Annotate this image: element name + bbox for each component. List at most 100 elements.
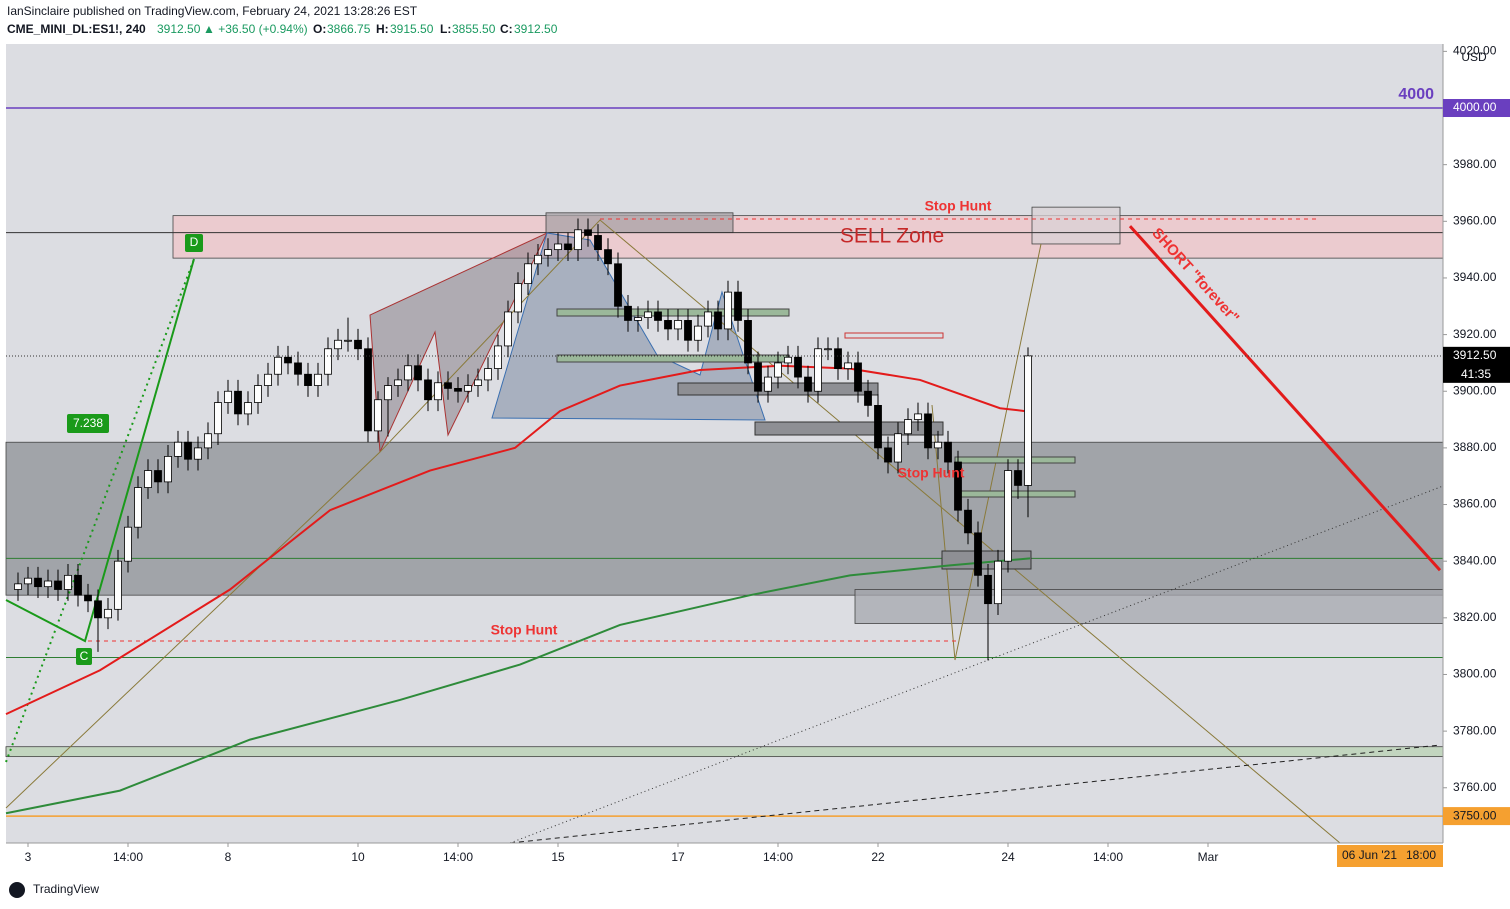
candle-body [594,235,602,251]
ohlc-value: 3855.50 [452,22,496,36]
candles [14,218,1032,661]
x-tick-label: 14:00 [763,850,793,864]
candle-body [74,574,82,596]
candle-body [954,461,962,511]
xabcd-leg [5,258,195,643]
ohlc-label: L: [440,22,451,36]
candle-body [444,382,452,389]
candle-body [584,229,592,236]
candle-body [304,373,312,386]
candle-body [404,365,412,381]
indicator-line [5,557,1031,815]
candle-body [274,356,282,375]
candle-body [474,379,482,386]
candle-body [464,385,472,392]
candle-body [644,311,652,319]
box [556,308,790,317]
candle-body [44,580,52,588]
candle-body [774,362,782,378]
time-label: 18:00 [1406,848,1436,862]
x-tick-label: 14:00 [1093,850,1123,864]
ohlc-label: H: [376,22,389,36]
candle-body [974,532,982,576]
candle-body [624,305,632,321]
candle-body [984,574,992,605]
candle-body [144,470,152,488]
label-box [185,234,203,252]
candle-body [244,402,252,415]
candle-body [314,373,322,386]
price-tag [1443,807,1510,826]
candle-body [184,441,192,460]
zone [5,441,1444,596]
candle-body [744,320,752,364]
box [954,456,1076,464]
last: 3912.50 [157,22,201,36]
zone [1031,206,1121,245]
x-tick-label: 24 [1001,850,1015,864]
candle-body [254,385,262,403]
candle-body [874,405,882,449]
candle-body [894,433,902,463]
candle-body [104,608,112,619]
candle-body [324,348,332,375]
indicator-line [1128,225,1442,572]
candle-body [784,356,792,364]
candle-body [914,413,922,420]
x-tick-label: 10 [351,850,365,864]
candle-body [764,376,772,392]
candle-body [934,441,942,449]
y-tick-label: 3980.00 [1453,157,1497,171]
candle-body [544,249,552,256]
candle-body [1014,470,1022,486]
candle-body [944,441,952,463]
candle-body [824,348,832,351]
candle-body [844,362,852,369]
candle-body [24,577,32,585]
x-tick-label: 14:00 [443,850,473,864]
change: ▲ +36.50 (+0.94%) [203,22,308,36]
horizontal-lines [6,107,1443,817]
zone [172,215,1444,259]
candle-body [564,243,572,251]
price-tag [1443,99,1510,118]
price-tag-label: 3750.00 [1453,808,1497,822]
candle-body [904,419,912,435]
candle-body [154,470,162,483]
ohlc-value: 3866.75 [327,22,371,36]
box [954,490,1076,498]
candle-body [224,390,232,403]
candle-body [484,368,492,381]
candle-body [834,348,842,369]
candle-body [604,249,612,265]
candle-body [194,447,202,460]
candle-body [734,291,742,321]
annotation: Stop Hunt [925,198,992,214]
candle-body [804,376,812,392]
candle-body [524,263,532,285]
candle-body [794,356,802,378]
annotation: 4000 [1398,86,1434,103]
zone [545,212,734,234]
last-price-label: 3912.50 [1453,348,1497,362]
candle-body [724,291,732,330]
candle-body [964,509,972,534]
candle-body [264,373,272,386]
annotation: 7.238 [73,416,103,430]
date-label: 06 Jun '21 [1342,848,1397,862]
candle-body [124,526,132,562]
candle-body [924,413,932,449]
candle-body [654,311,662,321]
candle-body [534,254,542,265]
ohlc-label: C: [500,22,513,36]
candle-body [864,390,872,406]
candle-body [614,263,622,307]
x-tick-label: 22 [871,850,885,864]
box [844,332,944,339]
candle-body [374,399,382,432]
price-axis [1443,44,1510,843]
candle-body [664,320,672,330]
label-box [76,648,92,665]
candle-body [164,455,172,483]
